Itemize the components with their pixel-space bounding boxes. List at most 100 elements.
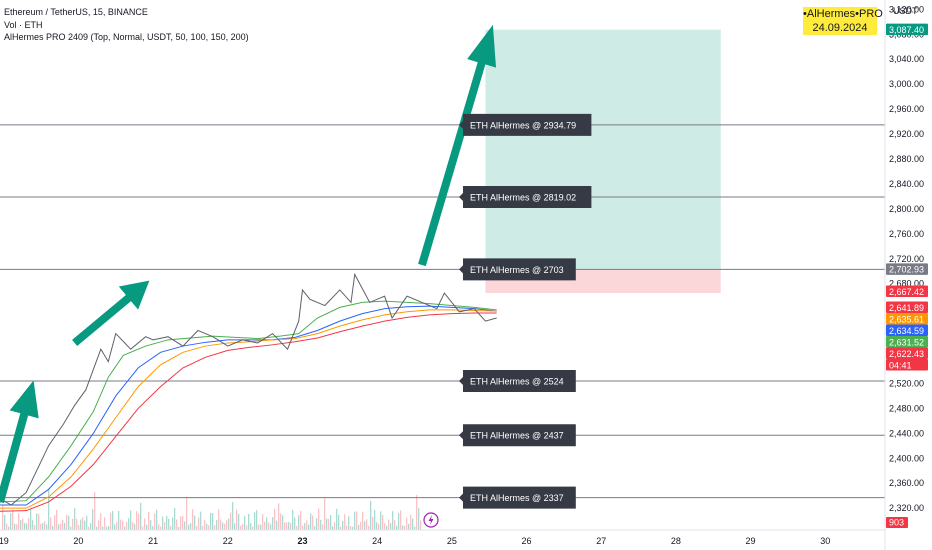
stamp-line-2: 24.09.2024 <box>812 22 868 34</box>
level-labels: ETH AlHermes @ 2934.79 ETH AlHermes @ 281… <box>459 113 592 509</box>
x-tick-label: 30 <box>820 536 830 546</box>
volume-bar <box>32 520 34 530</box>
volume-bar <box>146 524 148 530</box>
volume-bar <box>128 518 130 530</box>
volume-bar <box>108 526 110 530</box>
volume-bar <box>300 510 302 530</box>
indicator-legend[interactable]: AlHermes PRO 2409 (Top, Normal, USDT, 50… <box>4 32 249 42</box>
volume-bar <box>326 518 328 530</box>
volume-bar <box>378 523 380 530</box>
level-label[interactable]: ETH AlHermes @ 2524 <box>459 369 576 392</box>
volume-bar <box>74 508 76 530</box>
x-tick-label: 21 <box>148 536 158 546</box>
price-line <box>0 272 497 506</box>
x-tick-label: 20 <box>73 536 83 546</box>
level-label-box <box>459 186 592 209</box>
volume-bar <box>210 512 212 530</box>
price-badge: 2,622.43 <box>886 347 928 359</box>
price-axis-unit[interactable]: USDT <box>893 6 918 16</box>
volume-bar <box>190 523 192 530</box>
level-label[interactable]: ETH AlHermes @ 2437 <box>459 424 576 447</box>
volume-bar <box>186 496 188 530</box>
price-series <box>0 272 497 506</box>
price-badges: 3,087.40 2,702.93 2,667.42 2,641.892,635.61… <box>886 23 928 371</box>
volume-bar <box>336 508 338 530</box>
level-label-box <box>459 424 576 447</box>
symbol-title[interactable]: Ethereum / TetherUS, 15, BINANCE <box>4 7 148 17</box>
volume-bar <box>238 513 240 530</box>
volume-bar <box>124 526 126 530</box>
level-label-text: ETH AlHermes @ 2337 <box>470 493 564 503</box>
volume-bar <box>22 518 24 530</box>
volume-bar <box>90 523 92 530</box>
level-label[interactable]: ETH AlHermes @ 2934.79 <box>459 113 592 136</box>
y-tick-label: 3,000.00 <box>889 79 924 89</box>
volume-bar <box>364 521 366 530</box>
volume-bar <box>196 526 198 530</box>
y-tick-label: 2,320.00 <box>889 503 924 513</box>
price-badge: 2,634.59 <box>886 324 928 336</box>
volume-bar <box>104 517 106 530</box>
volume-bar <box>34 525 36 530</box>
volume-bar <box>116 521 118 530</box>
volume-bar <box>302 525 304 530</box>
y-tick-label: 2,800.00 <box>889 204 924 214</box>
replay-icon[interactable] <box>423 512 439 528</box>
price-badge: 2,667.42 <box>886 285 928 298</box>
volume-bar <box>352 526 354 530</box>
volume-bar <box>342 520 344 530</box>
volume-bar <box>4 515 6 530</box>
level-label[interactable]: ETH AlHermes @ 2703 <box>459 258 576 281</box>
price-badge: 2,702.93 <box>886 263 928 275</box>
y-tick-label: 2,960.00 <box>889 104 924 114</box>
volume-bar <box>256 510 258 530</box>
volume-bar <box>144 518 146 530</box>
level-label-text: ETH AlHermes @ 2437 <box>470 431 564 441</box>
volume-bar <box>306 520 308 530</box>
volume-bar <box>98 520 100 530</box>
volume-bar <box>360 522 362 530</box>
volume-bar <box>10 513 12 530</box>
price-badge-box <box>886 312 928 325</box>
up-arrow <box>0 380 39 503</box>
level-label-text: ETH AlHermes @ 2703 <box>470 265 564 275</box>
price-badge-text: 04:41 <box>889 360 912 370</box>
volume-bar <box>204 520 206 530</box>
volume-bar <box>222 522 224 530</box>
ma-line <box>0 300 497 503</box>
volume-bar <box>52 526 54 530</box>
volume-bar <box>240 525 242 530</box>
volume-bar <box>244 516 246 530</box>
level-label[interactable]: ETH AlHermes @ 2337 <box>459 486 576 509</box>
volume-bar <box>100 513 102 530</box>
volume-bar <box>242 524 244 530</box>
volume-bar <box>122 520 124 530</box>
volume-bar <box>70 526 72 530</box>
volume-bar <box>232 502 234 530</box>
y-tick-label: 3,120.00 <box>889 4 924 14</box>
y-tick-label: 2,880.00 <box>889 154 924 164</box>
volume-bar <box>260 524 262 530</box>
volume-bar <box>68 515 70 530</box>
volume-bar <box>392 511 394 530</box>
volume-bar <box>294 517 296 530</box>
volume-bar <box>8 526 10 530</box>
volume-bar <box>356 511 358 530</box>
volume-bar <box>194 515 196 530</box>
volume-bar <box>166 515 168 530</box>
volume-bar <box>408 523 410 530</box>
volume-bar <box>16 524 18 530</box>
volume-legend[interactable]: Vol · ETH <box>4 20 43 30</box>
volume-bar <box>72 518 74 530</box>
volume-bar <box>50 517 52 530</box>
volume-bar <box>304 522 306 530</box>
volume-bar <box>18 513 20 530</box>
level-label[interactable]: ETH AlHermes @ 2819.02 <box>459 186 592 209</box>
volume-bar <box>62 519 64 530</box>
watermark-stamp: •AlHermes•PRO 24.09.2024 <box>803 7 883 35</box>
volume-bar <box>414 526 416 530</box>
y-tick-label: 2,840.00 <box>889 179 924 189</box>
volume-bar <box>2 505 4 530</box>
volume-bar <box>348 516 350 530</box>
